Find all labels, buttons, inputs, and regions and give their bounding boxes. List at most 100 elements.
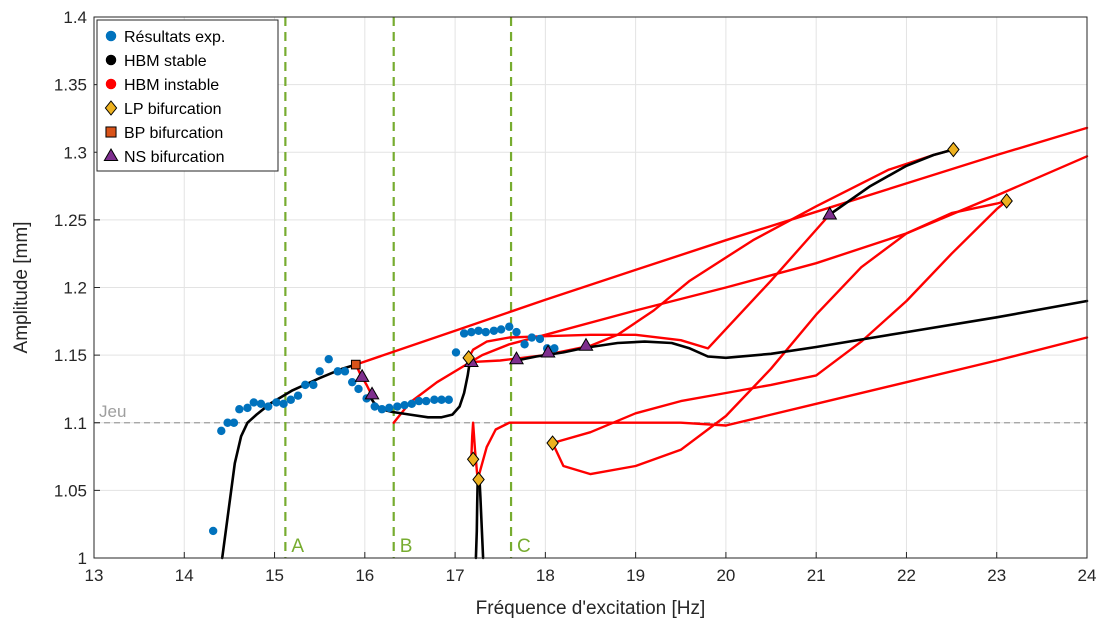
experimental-point — [354, 384, 363, 394]
hbm-unstable-curve — [354, 126, 1089, 366]
experimental-point — [467, 327, 476, 337]
hbm-curves — [220, 126, 1089, 560]
y-tick-label: 1 — [78, 549, 87, 568]
x-tick-label: 17 — [446, 566, 465, 585]
hbm-unstable-curve — [551, 199, 1008, 476]
reference-lines: Jeu A B C — [94, 17, 1087, 558]
experimental-point — [496, 325, 506, 334]
x-tick-label: 23 — [987, 566, 1006, 585]
experimental-point — [377, 405, 387, 414]
experimental-point — [370, 402, 379, 411]
y-tick-label: 1.35 — [54, 76, 87, 95]
hbm-unstable-curve — [467, 213, 831, 359]
experimental-point — [208, 526, 218, 536]
legend-entry-label: Résultats exp. — [124, 29, 225, 46]
experimental-point — [235, 405, 244, 414]
hbm-unstable-curve — [476, 421, 728, 481]
experimental-point — [512, 327, 521, 337]
legend-entry-label: HBM instable — [124, 77, 219, 94]
experimental-point — [505, 322, 514, 331]
hbm-unstable-curve — [724, 336, 1089, 427]
lp-bifurcation-marker — [546, 435, 559, 451]
x-tick-label: 18 — [536, 566, 555, 585]
experimental-point — [444, 395, 453, 404]
hbm-stable-curve — [220, 363, 358, 560]
x-axis-label: Fréquence d'excitation [Hz] — [476, 598, 706, 619]
ns-bifurcation-marker — [578, 337, 594, 351]
ns-bifurcation-marker — [354, 368, 370, 382]
legend-marker — [105, 78, 117, 90]
experimental-point — [400, 400, 409, 410]
x-tick-label: 21 — [807, 566, 826, 585]
ns-bifurcation-marker — [364, 386, 380, 400]
y-tick-label: 1.15 — [54, 346, 87, 365]
experimental-point — [249, 398, 258, 407]
legend-box — [96, 19, 279, 172]
frequency-label-c: C — [517, 536, 531, 557]
legend-marker — [104, 100, 118, 116]
axes: 13 14 15 16 17 18 19 20 21 22 23 24 1 1.05 1.1 1.15 1.2 1… — [54, 8, 1097, 585]
experimental-point — [474, 326, 483, 335]
hbm-stable-curve — [478, 478, 485, 560]
y-tick-label: 1.4 — [63, 8, 87, 27]
experimental-point — [459, 329, 469, 338]
experimental-point — [422, 396, 431, 406]
ns-bifurcation-marker — [822, 206, 838, 220]
y-axis-label: Amplitude [mm] — [11, 222, 32, 354]
experimental-point — [243, 403, 252, 413]
experimental-point — [407, 399, 416, 409]
y-tick-label: 1.1 — [63, 414, 87, 433]
hbm-unstable-curve — [551, 199, 1008, 445]
x-tick-label: 24 — [1078, 566, 1097, 585]
experimental-point — [393, 402, 402, 411]
lp-bifurcation-marker — [1000, 193, 1013, 209]
frequency-label-b: B — [400, 536, 413, 557]
experimental-point — [430, 395, 439, 404]
bifurcation-markers — [350, 141, 1013, 488]
experimental-point — [550, 344, 559, 353]
experimental-point — [286, 395, 295, 404]
y-tick-label: 1.25 — [54, 211, 87, 230]
legend-entry-label: NS bifurcation — [124, 149, 225, 166]
experimental-point — [315, 367, 324, 376]
experimental-point — [229, 418, 239, 427]
x-tick-label: 19 — [626, 566, 645, 585]
experimental-point — [414, 396, 424, 406]
hbm-stable-curve — [589, 299, 1089, 360]
jeu-label: Jeu — [99, 402, 126, 421]
ns-bifurcation-marker — [508, 351, 524, 365]
experimental-point — [535, 334, 545, 344]
experimental-point — [264, 402, 273, 411]
hbm-stable-curve — [828, 148, 955, 216]
experimental-point — [279, 399, 288, 409]
lp-bifurcation-marker — [472, 471, 485, 488]
experimental-point — [301, 380, 310, 390]
experimental-point — [384, 403, 394, 413]
experimental-point — [437, 395, 446, 404]
y-tick-label: 1.3 — [63, 143, 87, 162]
experimental-point — [217, 426, 226, 436]
experimental-point — [520, 340, 529, 349]
lp-bifurcation-marker — [466, 451, 480, 468]
hbm-unstable-curve — [470, 421, 479, 481]
experimental-point — [489, 326, 499, 335]
experimental-points — [208, 322, 559, 536]
hbm-stable-curve — [474, 478, 480, 560]
experimental-point — [333, 367, 342, 376]
experimental-point — [293, 391, 303, 400]
ns-bifurcation-marker — [540, 344, 556, 358]
legend-entry-label: HBM stable — [124, 53, 207, 70]
experimental-point — [451, 348, 461, 357]
bp-bifurcation-marker — [350, 359, 361, 370]
experimental-point — [223, 418, 232, 427]
experimental-point — [340, 367, 350, 376]
x-tick-label: 15 — [265, 566, 284, 585]
x-tick-label: 13 — [85, 566, 104, 585]
legend: Résultats exp. HBM stable HBM instable LP b… — [96, 19, 279, 172]
x-tick-label: 14 — [175, 566, 194, 585]
experimental-point — [347, 377, 357, 387]
experimental-point — [481, 327, 490, 337]
legend-entry-label: LP bifurcation — [124, 101, 222, 118]
x-tick-label: 20 — [716, 566, 735, 585]
